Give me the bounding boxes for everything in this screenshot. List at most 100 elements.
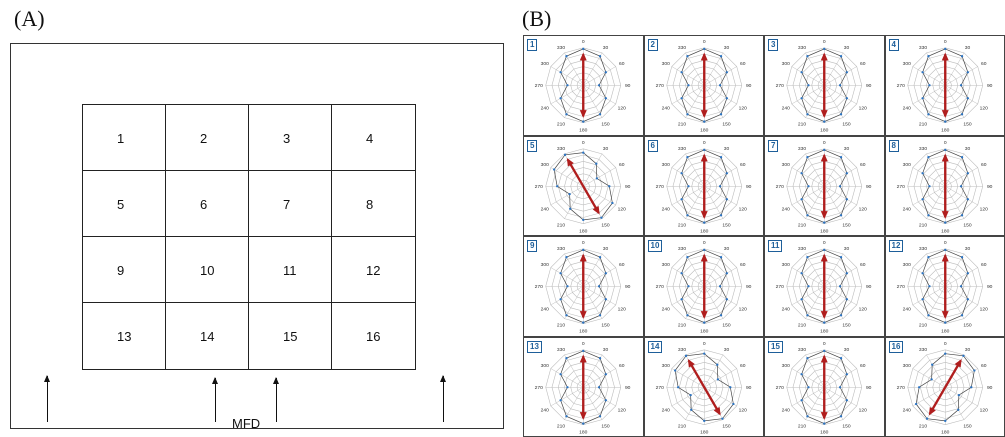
polar-series-point bbox=[559, 97, 562, 100]
polar-angle-label: 210 bbox=[677, 122, 685, 128]
polar-plot-cell: 0 30 60 90 120 150 180 210 240 270 300 330 3 bbox=[764, 35, 885, 136]
flow-arrow-3 bbox=[273, 377, 279, 422]
grid-cell: 7 bbox=[249, 171, 332, 237]
polar-spoke bbox=[805, 153, 825, 186]
polar-spoke bbox=[583, 286, 616, 306]
polar-spoke bbox=[583, 253, 603, 287]
polar-angle-label: 120 bbox=[979, 407, 987, 413]
polar-angle-label: 0 bbox=[943, 139, 946, 145]
polar-spoke bbox=[824, 85, 857, 105]
polar-angle-label: 150 bbox=[601, 122, 609, 128]
polar-spoke bbox=[684, 185, 704, 219]
polar-angle-label: 330 bbox=[677, 246, 685, 252]
polar-series-point bbox=[966, 197, 969, 200]
polar-series-point bbox=[800, 197, 803, 200]
polar-angle-label: 300 bbox=[902, 162, 910, 168]
polar-series-point bbox=[569, 207, 572, 210]
polar-angle-label: 90 bbox=[866, 184, 872, 190]
polar-series-point bbox=[725, 272, 728, 275]
orientation-arrowhead bbox=[820, 354, 828, 362]
polar-angle-label: 300 bbox=[541, 162, 549, 168]
polar-angle-label: 240 bbox=[541, 105, 549, 111]
grid-cell: 15 bbox=[249, 303, 332, 369]
polar-spoke bbox=[684, 153, 704, 186]
polar-angle-label: 210 bbox=[557, 122, 565, 128]
orientation-arrowhead bbox=[941, 110, 949, 118]
polar-angle-label: 240 bbox=[782, 105, 790, 111]
orientation-arrowhead bbox=[713, 406, 721, 416]
polar-series-point bbox=[718, 285, 721, 288]
polar-spoke bbox=[944, 166, 978, 186]
orientation-arrowhead bbox=[954, 358, 962, 368]
polar-series-point bbox=[800, 171, 803, 174]
polar-series-point bbox=[930, 363, 933, 366]
polar-angle-label: 270 bbox=[896, 184, 904, 190]
grid-cell: 13 bbox=[83, 303, 166, 369]
grid-cell-number: 7 bbox=[283, 197, 291, 212]
polar-angle-label: 180 bbox=[700, 128, 708, 134]
polar-series-point bbox=[823, 349, 826, 352]
polar-spoke bbox=[944, 66, 978, 86]
polar-series-point bbox=[598, 55, 602, 58]
polar-series-point bbox=[702, 120, 705, 123]
polar-series-point bbox=[685, 113, 689, 116]
polar-spoke bbox=[824, 267, 857, 287]
polar-angle-label: 90 bbox=[866, 385, 872, 391]
polar-angle-label: 150 bbox=[842, 323, 850, 329]
polar-angle-label: 180 bbox=[941, 128, 949, 134]
polar-angle-label: 90 bbox=[866, 83, 872, 89]
plot-number: 2 bbox=[647, 39, 658, 51]
polar-spoke bbox=[912, 386, 945, 406]
polar-angle-label: 120 bbox=[859, 105, 867, 111]
polar-angle-label: 150 bbox=[722, 423, 730, 429]
grid-cell: 10 bbox=[166, 237, 249, 303]
polar-angle-label: 90 bbox=[745, 284, 751, 290]
polar-series-point bbox=[582, 421, 585, 425]
polar-spoke bbox=[671, 66, 704, 86]
polar-plot-cell: 0 30 60 90 120 150 180 210 240 270 300 330 16 bbox=[884, 336, 1005, 437]
polar-spoke bbox=[824, 85, 844, 118]
polar-angle-label: 120 bbox=[859, 206, 867, 212]
polar-series-point bbox=[959, 84, 962, 87]
orientation-arrowhead bbox=[941, 210, 949, 219]
polar-angle-label: 210 bbox=[557, 222, 565, 228]
polar-angle-label: 0 bbox=[943, 240, 946, 246]
polar-angle-label: 270 bbox=[535, 284, 543, 290]
polar-angle-label: 210 bbox=[798, 222, 806, 228]
polar-plot-cell: 0 30 60 90 120 150 180 210 240 270 300 330 6 bbox=[643, 135, 764, 236]
polar-series-point bbox=[806, 213, 809, 216]
polar-plot-cell: 0 30 60 90 120 150 180 210 240 270 300 330 5 bbox=[523, 135, 644, 236]
orientation-arrowhead bbox=[700, 110, 708, 118]
polar-series-point bbox=[966, 298, 969, 301]
polar-series-point bbox=[914, 402, 917, 405]
polar-spoke bbox=[824, 185, 844, 219]
polar-series-point bbox=[731, 402, 735, 405]
polar-series-point bbox=[823, 220, 826, 224]
polar-series-point bbox=[597, 285, 601, 288]
polar-angle-label: 90 bbox=[625, 385, 631, 391]
polar-spoke bbox=[703, 85, 723, 118]
grid-cell-number: 4 bbox=[366, 131, 374, 146]
polar-series-point bbox=[565, 113, 568, 116]
panel-b-label: (B) bbox=[522, 6, 552, 31]
polar-spoke bbox=[912, 367, 945, 387]
polar-angle-label: 300 bbox=[782, 61, 790, 67]
polar-angle-label: 60 bbox=[740, 363, 746, 369]
polar-angle-label: 30 bbox=[603, 145, 609, 151]
plot-number: 10 bbox=[647, 240, 663, 252]
polar-angle-label: 330 bbox=[798, 145, 806, 151]
polar-spoke bbox=[925, 185, 945, 219]
polar-angle-label: 300 bbox=[902, 61, 910, 67]
polar-series-point bbox=[685, 256, 689, 259]
polar-angle-label: 30 bbox=[964, 346, 970, 352]
polar-series-point bbox=[961, 354, 965, 357]
grid-cell-number: 6 bbox=[200, 197, 208, 212]
polar-angle-label: 60 bbox=[981, 262, 987, 268]
polar-series-point bbox=[679, 272, 683, 275]
polar-series-point bbox=[604, 71, 608, 74]
polar-series-point bbox=[920, 171, 924, 174]
polar-plot: 0 30 60 90 120 150 180 210 240 270 300 330 bbox=[776, 340, 872, 435]
polar-angle-label: 240 bbox=[902, 105, 910, 111]
polar-series-point bbox=[839, 55, 843, 58]
polar-series-point bbox=[920, 272, 924, 275]
